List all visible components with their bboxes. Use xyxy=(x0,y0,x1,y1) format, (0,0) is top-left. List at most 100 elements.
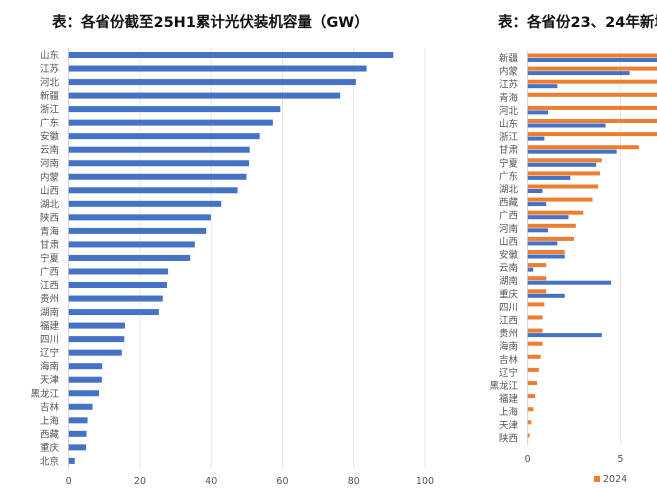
bar xyxy=(68,254,191,261)
category-label: 湖北 xyxy=(40,199,60,210)
category-label: 山西 xyxy=(40,186,59,197)
category-label: 浙江 xyxy=(40,104,60,116)
category-label: 陕西 xyxy=(40,212,59,224)
category-label: 内蒙 xyxy=(499,66,518,78)
x-tick-label: 5 xyxy=(617,454,623,465)
category-label: 河南 xyxy=(40,158,59,170)
bar-series-2 xyxy=(527,241,558,246)
bar xyxy=(68,160,249,167)
bar-2024 xyxy=(527,79,657,84)
bar-2024 xyxy=(527,53,657,58)
bar-2024 xyxy=(527,289,547,294)
legend-swatch-2024 xyxy=(594,476,600,482)
bar-2024 xyxy=(527,171,600,176)
bar-2024 xyxy=(527,328,543,333)
category-label: 福建 xyxy=(499,393,519,405)
category-label: 贵州 xyxy=(499,328,518,340)
category-label: 黑龙江 xyxy=(489,380,518,392)
bar xyxy=(68,444,87,451)
bar xyxy=(68,79,356,86)
bar xyxy=(68,241,195,248)
bar-2024 xyxy=(527,315,543,320)
bar-2024 xyxy=(527,250,565,254)
category-label: 江苏 xyxy=(499,79,519,91)
bar xyxy=(68,322,125,329)
category-label: 西藏 xyxy=(499,197,519,209)
category-label: 四川 xyxy=(40,335,59,346)
bar xyxy=(68,403,93,410)
bar-series-2 xyxy=(527,110,549,115)
bar-series-2 xyxy=(527,228,549,233)
bar xyxy=(68,268,169,275)
category-label: 黑龙江 xyxy=(30,388,59,400)
category-label: 山东 xyxy=(40,50,59,62)
bar-2024 xyxy=(527,394,536,399)
bar-2024 xyxy=(527,92,657,97)
bar xyxy=(68,133,260,140)
category-label: 河北 xyxy=(40,77,60,89)
bar-2024 xyxy=(527,407,534,412)
category-label: 宁夏 xyxy=(40,252,60,264)
category-label: 西藏 xyxy=(40,428,60,440)
category-label: 上海 xyxy=(499,406,519,418)
legend-label-2024: 2024 xyxy=(603,474,627,485)
category-label: 湖北 xyxy=(499,185,519,196)
x-tick-label: 20 xyxy=(134,476,146,487)
category-label: 宁夏 xyxy=(499,157,519,169)
category-label: 新疆 xyxy=(499,53,519,65)
bar-2024 xyxy=(527,236,575,241)
bar xyxy=(68,173,247,180)
category-label: 江西 xyxy=(40,281,59,292)
bar-series-2 xyxy=(527,136,545,141)
bar-2024 xyxy=(527,420,532,425)
bar xyxy=(68,349,122,356)
category-label: 广西 xyxy=(499,210,518,222)
bar-2024 xyxy=(527,158,602,163)
category-label: 山西 xyxy=(499,237,518,248)
category-label: 浙江 xyxy=(499,131,519,143)
bar xyxy=(68,417,88,424)
bar-series-2 xyxy=(527,84,558,89)
category-label: 广西 xyxy=(40,266,59,278)
right-chart: 表：各省份23、24年新增 2024 0 5 新疆内蒙江苏青海河北山东浙江甘肃宁夏广… xyxy=(489,13,657,485)
x-tick-label: 0 xyxy=(525,454,531,465)
bar-2024 xyxy=(527,105,657,110)
category-label: 广东 xyxy=(40,117,59,129)
bar xyxy=(68,309,159,316)
category-label: 广东 xyxy=(499,170,518,182)
bar-2024 xyxy=(527,145,639,150)
bar-2024 xyxy=(527,197,593,202)
category-label: 贵州 xyxy=(40,293,59,305)
bar-series-2 xyxy=(527,123,606,128)
bar-series-2 xyxy=(527,254,565,259)
category-label: 天津 xyxy=(40,375,60,386)
bar-2024 xyxy=(527,381,537,385)
bar-2024 xyxy=(527,367,539,372)
category-label: 内蒙 xyxy=(40,171,59,183)
bar xyxy=(68,457,75,464)
bar xyxy=(68,282,168,289)
bar-2024 xyxy=(527,210,584,215)
category-label: 海南 xyxy=(499,341,518,353)
right-chart-title: 表：各省份23、24年新增 xyxy=(498,13,657,31)
category-label: 云南 xyxy=(40,144,59,156)
category-label: 四川 xyxy=(499,302,518,313)
bar-2024 xyxy=(527,66,657,71)
category-label: 山东 xyxy=(499,118,518,130)
bar-2024 xyxy=(527,263,547,268)
bar xyxy=(68,214,211,221)
bar xyxy=(68,430,87,437)
category-label: 江西 xyxy=(499,316,518,327)
x-tick-label: 40 xyxy=(205,476,217,487)
bar-series-2 xyxy=(527,149,617,154)
bar-series-2 xyxy=(527,189,543,193)
category-label: 青海 xyxy=(40,225,60,237)
category-label: 陕西 xyxy=(499,432,518,444)
bar-2024 xyxy=(527,276,547,281)
x-tick-label: 100 xyxy=(416,476,434,487)
bar xyxy=(68,187,238,194)
bar-2024 xyxy=(527,132,657,137)
bar xyxy=(68,336,125,343)
bar-series-2 xyxy=(527,267,534,272)
